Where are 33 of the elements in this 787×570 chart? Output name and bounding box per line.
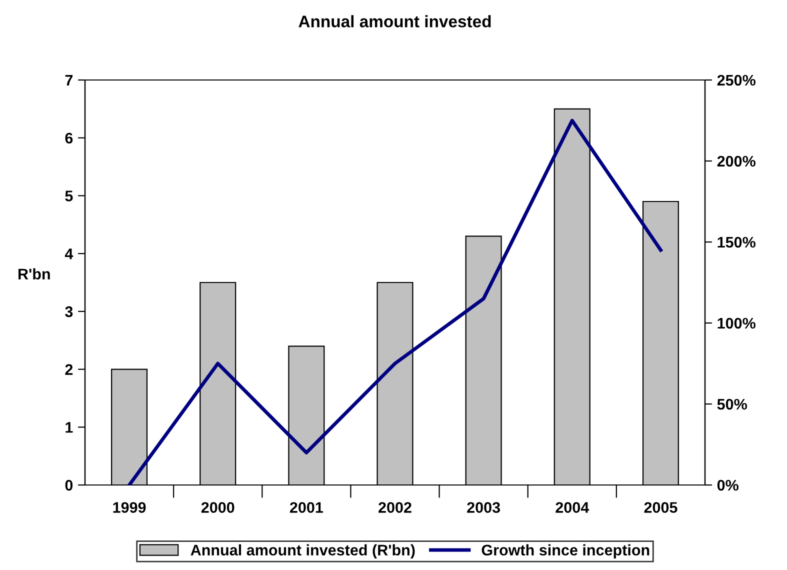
y-tick-label: 5 — [65, 190, 73, 202]
bar — [288, 346, 325, 485]
y-tick-label: 3 — [65, 306, 73, 318]
bar — [376, 282, 414, 485]
y2-tick-label: 250% — [717, 74, 756, 86]
bar — [200, 282, 236, 485]
bar — [111, 368, 148, 485]
x-tick-label: 1999 — [113, 502, 146, 513]
y-tick-label: 6 — [65, 132, 73, 144]
y-tick-label: 7 — [65, 75, 73, 86]
y-axis-title: R'bn — [18, 268, 50, 280]
y2-tick-label: 200% — [717, 156, 756, 167]
chart-title: Annual amount invested — [298, 15, 491, 28]
y2-tick-label: 0% — [717, 480, 738, 491]
y2-tick-label: 150% — [718, 236, 756, 248]
x-tick-label: 2005 — [644, 502, 678, 513]
y-tick-label: 4 — [64, 248, 74, 260]
legend-label: Growth since inception — [482, 544, 650, 559]
y2-tick-label: 100% — [718, 318, 756, 329]
y2-tick-label: 50% — [717, 398, 747, 410]
x-tick-label: 2001 — [290, 502, 323, 513]
x-tick-label: 2003 — [467, 502, 500, 513]
y-tick-label: 2 — [65, 364, 73, 375]
y-tick-label: 1 — [66, 422, 73, 433]
bar — [465, 236, 502, 485]
bar — [642, 200, 679, 485]
y-tick-label: 0 — [65, 480, 73, 491]
legend-label: Annual amount invested (R'bn) — [190, 544, 415, 559]
bar — [554, 108, 590, 485]
x-tick-label: 2000 — [201, 502, 234, 513]
line-series — [128, 118, 662, 485]
x-tick-label: 2004 — [556, 502, 590, 513]
x-tick-label: 2002 — [378, 502, 412, 513]
